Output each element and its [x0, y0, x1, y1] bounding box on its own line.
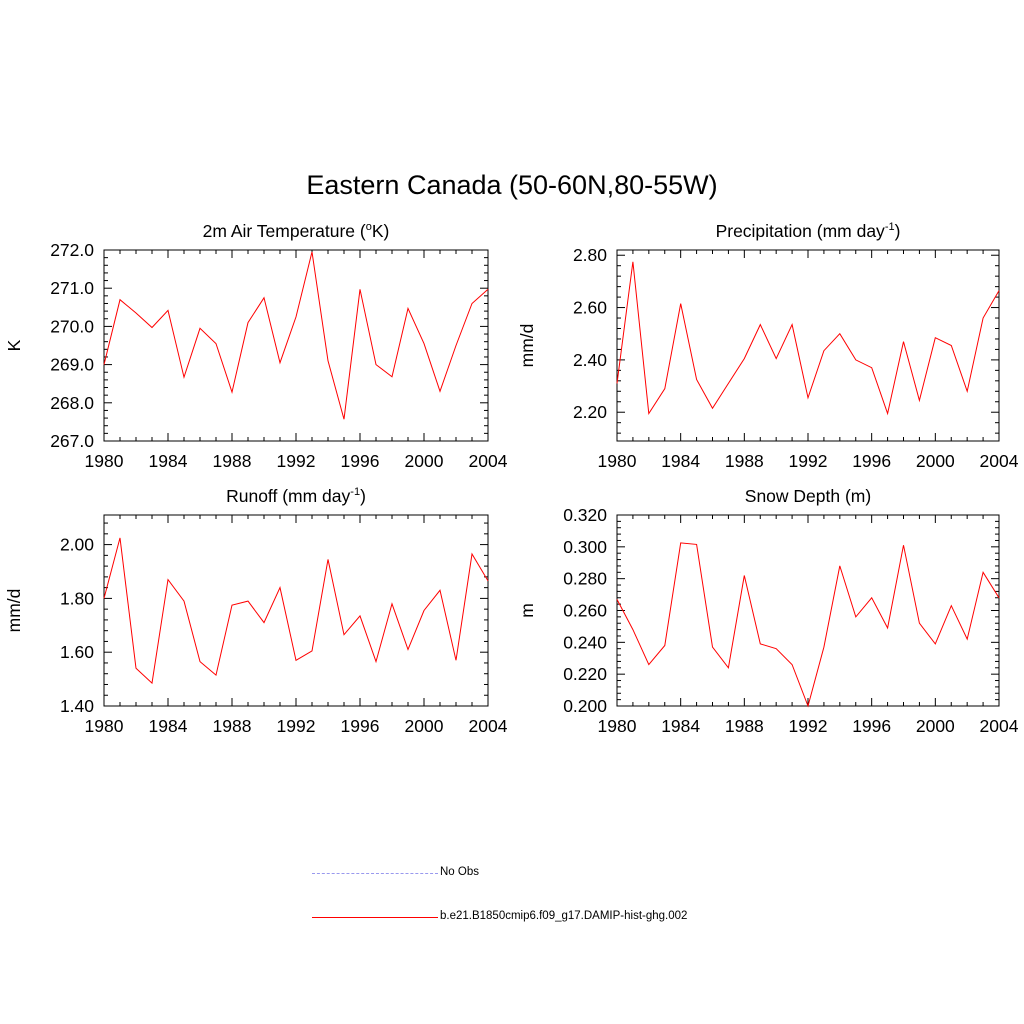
panel-snow-depth: Snow Depth (m) m 1980 1984 1988 1992 1996 2000 2…: [517, 486, 1019, 736]
figure-title: Eastern Canada (50-60N,80-55W): [306, 170, 718, 200]
legend-label-no-obs: No Obs: [440, 866, 479, 878]
x-tick-label: 1988: [725, 716, 764, 736]
y-tick-label: 0.300: [563, 537, 607, 557]
y-tick-label: 0.260: [563, 601, 607, 621]
panel-title: Precipitation (mm day-1): [716, 221, 901, 241]
x-tick-label: 1984: [661, 451, 700, 471]
panel-title-superscript: o: [366, 221, 372, 233]
legend-label-model: b.e21.B1850cmip6.f09_g17.DAMIP-hist-ghg.…: [440, 910, 688, 922]
plot-frame: [616, 514, 1000, 707]
y-tick-label: 2.00: [60, 535, 94, 555]
x-tick-label: 1984: [661, 716, 700, 736]
x-tick-label: 1984: [149, 716, 188, 736]
y-tick-label: 0.320: [563, 505, 607, 525]
plot-frame: [616, 249, 1000, 442]
y-tick-label: 268.0: [50, 393, 94, 413]
legend-swatch-dashed: [312, 873, 438, 874]
y-tick-label: 270.0: [50, 316, 94, 336]
plot-frame: [103, 249, 489, 442]
x-tick-label: 2000: [916, 451, 955, 471]
y-tick-label: 271.0: [50, 278, 94, 298]
x-tick-label: 2000: [916, 716, 955, 736]
panel-title-unit: (mm day: [277, 486, 350, 506]
series-line: [103, 537, 489, 685]
panel-title: Runoff (mm day-1): [226, 486, 366, 506]
panel-title: 2m Air Temperature (oK): [203, 221, 390, 241]
x-tick-label: 2000: [405, 716, 444, 736]
y-tick-label: 0.200: [563, 696, 607, 716]
panel-runoff: Runoff (mm day-1) mm/d 1980 1984 1988 1992 199…: [4, 486, 508, 736]
panel-title-unit-end: K): [372, 221, 390, 241]
x-tick-label: 1984: [149, 451, 188, 471]
y-tick-label: 2.80: [573, 245, 607, 265]
panel-temperature: 2m Air Temperature (oK) K 1980 1984 1988 1992…: [4, 221, 508, 471]
panel-title-unit-end: ): [895, 221, 901, 241]
y-tick-label: 1.60: [60, 642, 94, 662]
legend-swatch-solid: [312, 917, 438, 918]
y-tick-label: 267.0: [50, 431, 94, 451]
plot-frame: [103, 514, 489, 707]
y-tick-label: 2.20: [573, 402, 607, 422]
y-tick-label: 272.0: [50, 240, 94, 260]
x-tick-label: 1996: [852, 451, 891, 471]
panel-precipitation: Precipitation (mm day-1) mm/d 1980 1984 1988…: [517, 221, 1019, 471]
y-axis-label: m: [517, 603, 537, 618]
x-tick-label: 1996: [852, 716, 891, 736]
series-line: [616, 542, 1000, 708]
y-tick-label: 2.60: [573, 298, 607, 318]
x-tick-label: 1992: [277, 716, 316, 736]
y-tick-label: 2.40: [573, 350, 607, 370]
y-tick-label: 0.280: [563, 569, 607, 589]
x-tick-label: 1980: [85, 451, 124, 471]
series-line: [616, 261, 1000, 416]
y-axis-label: mm/d: [517, 324, 537, 368]
x-tick-label: 1980: [598, 451, 637, 471]
panel-title-superscript: -1: [885, 221, 895, 233]
x-tick-label: 2000: [405, 451, 444, 471]
x-tick-label: 1980: [85, 716, 124, 736]
series-line: [103, 251, 489, 420]
panel-title-main: Snow Depth (m): [745, 486, 871, 506]
panel-title-unit-end: ): [360, 486, 366, 506]
y-tick-label: 0.220: [563, 664, 607, 684]
panel-title-main: Runoff: [226, 486, 277, 506]
y-tick-label: 1.80: [60, 588, 94, 608]
x-tick-label: 2004: [469, 451, 508, 471]
y-axis-label: mm/d: [4, 589, 24, 633]
panel-title: Snow Depth (m): [745, 486, 871, 506]
x-tick-label: 2004: [469, 716, 508, 736]
x-tick-label: 1988: [213, 451, 252, 471]
panel-title-main: 2m Air Temperature: [203, 221, 355, 241]
x-tick-label: 1988: [725, 451, 764, 471]
panel-title-unit: (mm day: [812, 221, 885, 241]
x-tick-label: 1992: [789, 451, 828, 471]
x-tick-label: 1980: [598, 716, 637, 736]
x-tick-label: 1992: [277, 451, 316, 471]
x-tick-label: 1988: [213, 716, 252, 736]
x-tick-label: 2004: [980, 716, 1019, 736]
x-tick-label: 1996: [341, 716, 380, 736]
x-tick-label: 1992: [789, 716, 828, 736]
panel-title-superscript: -1: [350, 486, 360, 498]
y-tick-label: 0.240: [563, 632, 607, 652]
panel-title-main: Precipitation: [716, 221, 812, 241]
x-tick-label: 1996: [341, 451, 380, 471]
y-axis-label: K: [4, 339, 24, 351]
panel-title-unit: (: [355, 221, 366, 241]
y-tick-label: 1.40: [60, 696, 94, 716]
x-tick-label: 2004: [980, 451, 1019, 471]
y-tick-label: 269.0: [50, 355, 94, 375]
